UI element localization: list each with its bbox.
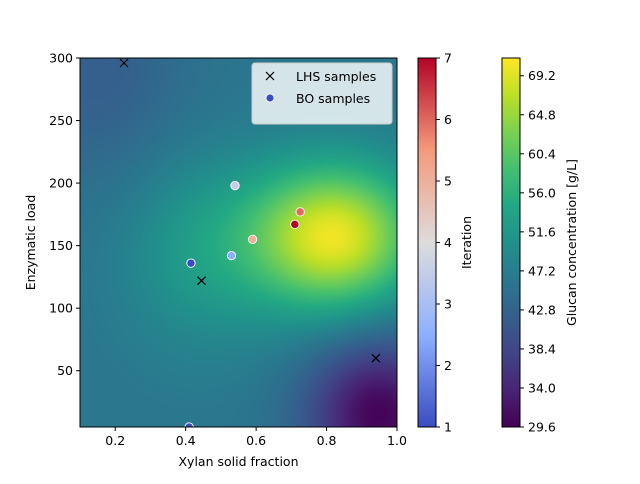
x-axis-label: Xylan solid fraction: [178, 454, 298, 469]
glucan-tick-label: 56.0: [528, 185, 556, 200]
iteration-tick-label: 3: [444, 297, 452, 312]
x-tick-label: 0.4: [176, 433, 196, 448]
bo-point: [186, 258, 196, 268]
iteration-colorbar-ticks: 1 2 3 4 5 6 7: [436, 51, 452, 435]
iteration-colorbar-label: Iteration: [459, 216, 474, 269]
y-tick-label: 50: [57, 363, 73, 378]
legend-lhs-label: LHS samples: [296, 69, 376, 84]
legend: LHS samples BO samples: [251, 62, 393, 125]
bo-point: [295, 207, 305, 217]
x-tick-label: 0.2: [105, 433, 125, 448]
glucan-tick-label: 34.0: [528, 380, 556, 395]
iteration-tick-label: 7: [444, 51, 452, 66]
glucan-colorbar-ticks: 29.6 34.0 38.4 42.8 47.2 51.6 56.0 60.4 64.8 69.2: [520, 68, 556, 435]
bo-point: [226, 250, 237, 261]
y-tick-label: 300: [49, 51, 73, 66]
bo-point: [230, 180, 240, 191]
plot-frame: [79, 57, 398, 428]
iteration-tick-label: 1: [444, 420, 452, 435]
glucan-colorbar-gradient: [501, 57, 521, 428]
y-axis-label: Enzymatic load: [23, 195, 38, 291]
legend-bo-label: BO samples: [296, 91, 370, 106]
iteration-tick-label: 5: [444, 174, 452, 189]
y-tick-label: 200: [49, 176, 73, 191]
iteration-tick-label: 2: [444, 358, 452, 373]
glucan-tick-label: 38.4: [528, 341, 556, 356]
y-tick-label: 150: [49, 238, 73, 253]
x-tick-label: 0.6: [246, 433, 266, 448]
x-tick-label: 1.0: [387, 433, 407, 448]
glucan-tick-label: 60.4: [528, 146, 556, 161]
lhs-point: [197, 276, 206, 286]
x-tick-label: 0.8: [317, 433, 337, 448]
legend-bo-marker: [265, 93, 275, 103]
legend-lhs-marker: [265, 71, 275, 81]
legend-box: [251, 62, 393, 125]
lhs-point: [371, 353, 381, 363]
glucan-tick-label: 29.6: [528, 420, 556, 435]
iteration-tick-label: 4: [444, 235, 452, 250]
glucan-tick-label: 42.8: [528, 302, 556, 317]
glucan-tick-label: 51.6: [528, 224, 556, 239]
lhs-point: [119, 58, 129, 68]
iteration-colorbar: 1 2 3 4 5 6 7 Iteration: [417, 51, 474, 435]
x-axis: 0.2 0.4 0.6 0.8 1.0: [105, 427, 407, 448]
y-tick-label: 250: [49, 113, 73, 128]
glucan-colorbar: 29.6 34.0 38.4 42.8 47.2 51.6 56.0 60.4 64.8 69.2…: [501, 57, 579, 435]
bo-point: [247, 234, 258, 245]
iteration-tick-label: 6: [444, 112, 452, 127]
bo-point: [290, 219, 300, 230]
y-tick-label: 100: [49, 301, 73, 316]
glucan-tick-label: 69.2: [528, 68, 556, 83]
y-axis: 50 100 150 200 250 300: [49, 51, 80, 378]
glucan-colorbar-label: Glucan concentration [g/L]: [564, 159, 579, 326]
iteration-colorbar-gradient: [417, 57, 437, 428]
glucan-tick-label: 47.2: [528, 263, 556, 278]
glucan-tick-label: 64.8: [528, 107, 556, 122]
